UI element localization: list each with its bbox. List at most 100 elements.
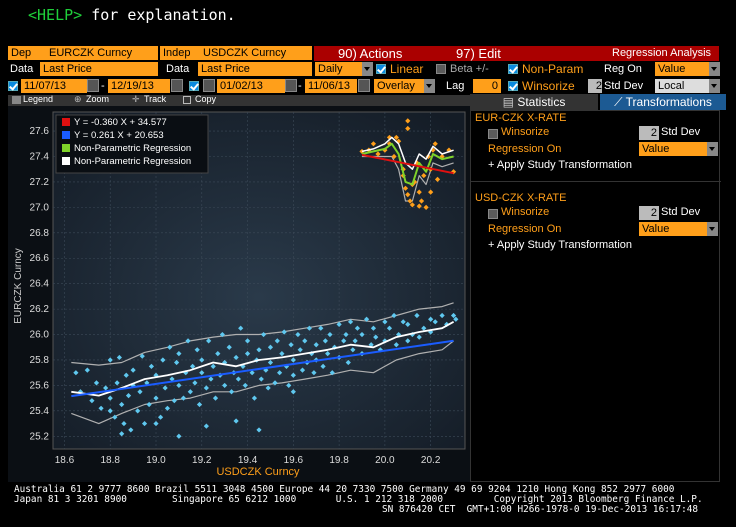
hist-point — [153, 395, 159, 401]
apply-transformation-usdczk[interactable]: + Apply Study Transformation — [488, 239, 632, 251]
x-tick-label: 19.6 — [284, 455, 304, 466]
overlay-dropdown-arrow[interactable] — [424, 79, 435, 93]
hist-point — [233, 418, 239, 424]
linear-checkbox[interactable] — [376, 64, 386, 74]
std-dev-input[interactable]: 2 — [588, 79, 602, 93]
tab-transformations[interactable]: ⟋ Transformations — [600, 94, 726, 110]
y-tick-label: 25.6 — [30, 380, 50, 391]
header-row: Dep EURCZK Curncy Indep USDCZK Curncy 90… — [8, 46, 719, 61]
hist-point — [203, 423, 209, 429]
hist-point — [251, 395, 258, 401]
data-field-1[interactable]: Last Price — [40, 62, 158, 76]
hist-point — [453, 316, 459, 322]
hist-point — [196, 401, 203, 408]
regression-on-dropdown-eurczk[interactable] — [707, 142, 718, 156]
winsorize-checkbox[interactable] — [508, 81, 518, 91]
hist-point — [212, 395, 219, 401]
hist-point — [345, 359, 351, 366]
zoom-button[interactable]: Zoom — [86, 94, 110, 104]
hist-point — [242, 382, 248, 389]
help-key[interactable]: <HELP> — [28, 6, 83, 24]
regression-on-select-eurczk[interactable]: Value — [639, 142, 707, 156]
hist-point — [222, 382, 228, 389]
apply-transformation-eurczk[interactable]: + Apply Study Transformation — [488, 159, 632, 171]
std-dev-input-usdczk[interactable]: 2 — [639, 206, 659, 220]
lag-input[interactable]: 0 — [473, 79, 501, 93]
range1-checkbox[interactable] — [8, 81, 18, 91]
calendar-icon[interactable] — [358, 79, 370, 92]
hist-point — [121, 420, 127, 427]
hist-point — [208, 376, 214, 382]
recent-point — [402, 185, 409, 191]
frequency-dropdown-arrow[interactable] — [362, 62, 373, 76]
calendar-icon[interactable] — [285, 79, 297, 92]
dep-label-box: Dep — [8, 46, 46, 60]
hist-point — [416, 334, 422, 340]
calendar-icon[interactable] — [203, 79, 215, 92]
hist-point — [119, 401, 125, 408]
regression-on-dropdown-usdczk[interactable] — [707, 222, 718, 236]
track-button[interactable]: Track — [144, 94, 167, 104]
y-tick-label: 27.0 — [30, 202, 50, 213]
footer-line-3: SN 876420 CET GMT+1:00 H266-1978-0 19-De… — [382, 504, 699, 515]
currency-select[interactable]: Local CCY — [655, 79, 709, 106]
chart-toolbar: Legend ⊕ Zoom ✛ Track Copy — [8, 94, 470, 106]
beta-checkbox[interactable] — [436, 64, 446, 74]
hist-point — [174, 359, 180, 366]
actions-button[interactable]: 90) Actions — [338, 46, 403, 61]
end-date-1[interactable]: 12/19/13 — [108, 79, 170, 93]
currency-dropdown-arrow[interactable] — [709, 79, 720, 93]
end-date-2[interactable]: 11/06/13 — [305, 79, 357, 93]
start-date-2[interactable]: 01/02/13 — [217, 79, 285, 93]
recent-point — [407, 198, 413, 204]
dep-field[interactable]: EURCZK Curncy — [46, 46, 158, 60]
hist-point — [382, 319, 388, 325]
legend-button[interactable]: Legend — [23, 94, 54, 104]
indep-label: Indep — [160, 46, 200, 60]
hist-point — [146, 401, 152, 408]
hist-point — [107, 408, 113, 414]
hist-point — [272, 380, 278, 386]
y-tick-label: 25.2 — [30, 431, 50, 442]
calendar-icon[interactable] — [171, 79, 183, 92]
recent-point — [416, 203, 422, 209]
reg-on-dropdown-arrow[interactable] — [709, 62, 720, 76]
regression-chart[interactable]: 25.2 25.4 25.6 25.8 26.0 26.2 26.4 26.6 26.8 27.0… — [8, 106, 470, 482]
regression-on-select-usdczk[interactable]: Value — [639, 222, 707, 236]
frequency-select[interactable]: Daily — [315, 62, 363, 76]
data-field-2[interactable]: Last Price — [198, 62, 312, 76]
date-separator: - — [298, 80, 302, 92]
hist-point — [281, 329, 287, 335]
tab-statistics[interactable]: ▤ Statistics — [470, 94, 598, 110]
hist-point — [171, 398, 177, 404]
hist-point — [203, 385, 209, 391]
y-tick-label: 26.4 — [30, 279, 50, 290]
footer-line-2: Japan 81 3 3201 8900 Singapore 65 6212 1… — [14, 494, 703, 505]
winsorize-label-eurczk: Winsorize — [501, 126, 550, 138]
hist-point — [160, 357, 166, 363]
winsorize-checkbox-eurczk[interactable] — [488, 129, 498, 139]
transformations-panel: EUR-CZK X-RATE Winsorize 2 Std Dev Regre… — [470, 110, 721, 482]
copy-button[interactable]: Copy — [195, 94, 217, 104]
hist-point — [439, 312, 445, 319]
np-recent-line — [361, 136, 454, 170]
std-dev-input-eurczk[interactable]: 2 — [639, 126, 659, 140]
hist-point — [128, 427, 134, 433]
hist-point — [77, 389, 84, 395]
reg-on-select[interactable]: Value — [655, 62, 709, 76]
overlay-select[interactable]: Overlay — [374, 79, 424, 93]
indep-field[interactable]: USDCZK Curncy — [200, 46, 312, 60]
winsorize-checkbox-usdczk[interactable] — [488, 209, 498, 219]
hist-point — [290, 389, 296, 395]
edit-button[interactable]: 97) Edit — [456, 46, 501, 61]
calendar-icon[interactable] — [87, 79, 99, 92]
nonparam-checkbox[interactable] — [508, 64, 518, 74]
hist-point — [226, 344, 232, 350]
hist-point — [260, 331, 267, 338]
chart-legend: Y = -0.360 X + 34.577 Y = 0.261 X + 20.65… — [55, 114, 209, 174]
std-dev-label-usdczk: Std Dev — [661, 206, 701, 218]
nonparam-label: Non-Param — [522, 62, 584, 76]
start-date-1[interactable]: 11/07/13 — [21, 79, 87, 93]
range2-checkbox[interactable] — [189, 81, 199, 91]
hist-point — [125, 392, 132, 399]
